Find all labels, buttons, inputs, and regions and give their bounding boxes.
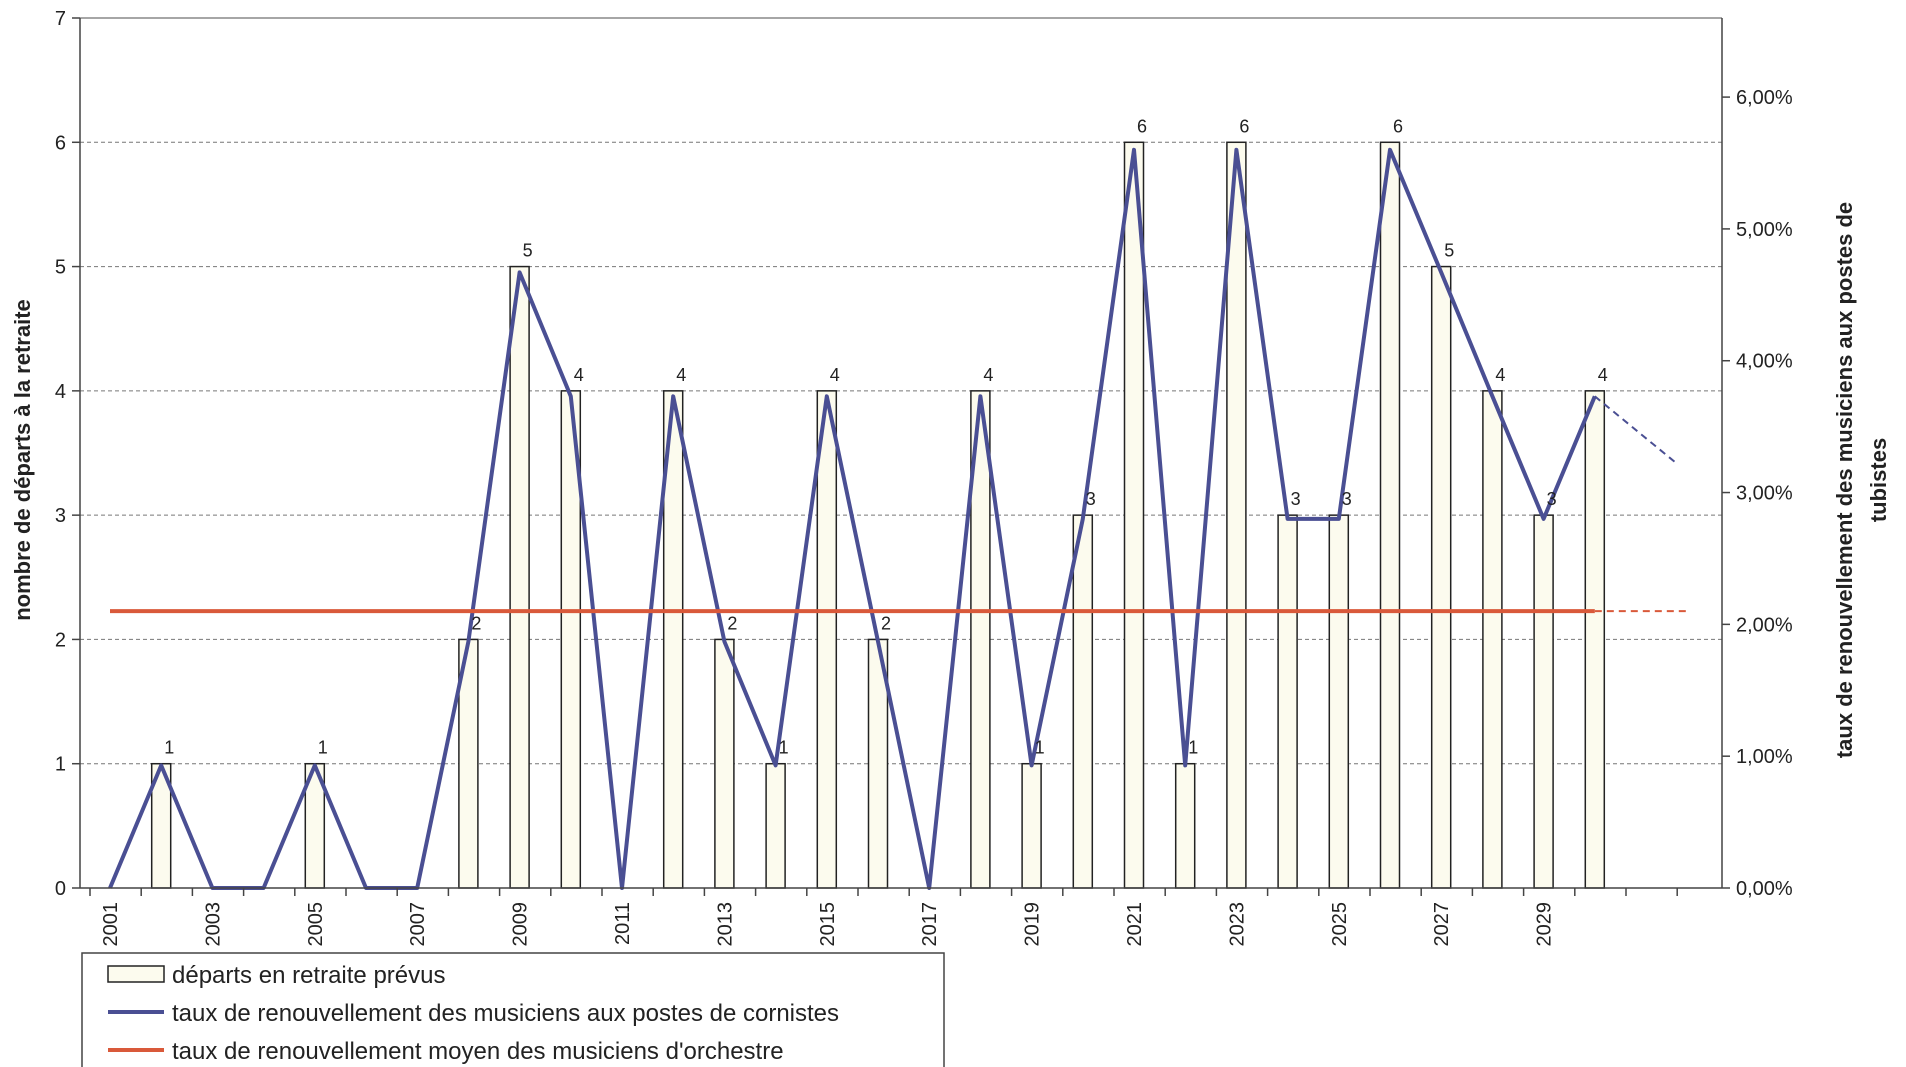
bar: [1379, 141, 1401, 889]
y-left-tick-label: 0: [55, 878, 66, 900]
data-label: 2: [881, 613, 891, 633]
data-label: 2: [727, 613, 737, 633]
y-right-tick-label: 1,00%: [1736, 746, 1793, 768]
bar: [1226, 141, 1247, 889]
y-right-tick-label: 2,00%: [1736, 614, 1793, 636]
data-label: 6: [1393, 116, 1403, 136]
y-right-tick-label: 5,00%: [1736, 219, 1793, 241]
data-label: 4: [676, 365, 686, 385]
x-tick-label: 2013: [714, 902, 736, 947]
bar: [1174, 762, 1196, 889]
y-axis-right-label-line2: tubistes: [1866, 438, 1891, 522]
data-label: 5: [1444, 241, 1454, 261]
data-label: 1: [164, 738, 174, 758]
bar: [1021, 762, 1042, 889]
x-tick-label: 2011: [612, 902, 634, 945]
bar: [1123, 141, 1145, 889]
x-tick-label: 2025: [1329, 902, 1351, 947]
data-label: 1: [1035, 738, 1045, 758]
x-tick-label: 2001: [100, 902, 122, 947]
y-right-tick-label: 0,00%: [1736, 878, 1793, 900]
gridlines: [80, 17, 1722, 765]
data-label: 1: [779, 738, 789, 758]
x-tick-label: 2003: [202, 902, 224, 947]
data-label: 6: [1239, 116, 1249, 136]
x-tick-label: 2021: [1124, 902, 1146, 947]
data-label: 3: [1291, 489, 1301, 509]
legend-label-bars: départs en retraite prévus: [172, 962, 445, 989]
bar: [765, 762, 786, 889]
data-label: 1: [1188, 738, 1198, 758]
bar: [1328, 514, 1350, 889]
y-left-tick-label: 5: [55, 257, 66, 279]
x-tick-label: 2019: [1022, 902, 1044, 947]
data-label: 4: [983, 365, 993, 385]
bar: [714, 638, 735, 889]
y-left-tick-label: 7: [55, 8, 66, 30]
y-left-tick-label: 3: [55, 505, 66, 527]
data-label: 3: [1547, 489, 1557, 509]
y-right-tick-label: 4,00%: [1736, 351, 1793, 373]
data-label: 3: [1342, 489, 1352, 509]
x-tick-label: 2007: [407, 902, 429, 947]
y-axis-right-label-line1: taux de renouvellement des musiciens aux…: [1832, 202, 1857, 758]
bar: [1072, 514, 1094, 889]
data-label: 3: [1086, 489, 1096, 509]
x-tick-label: 2009: [510, 902, 532, 947]
y-right-tick-label: 3,00%: [1736, 483, 1793, 505]
y-left-tick-label: 1: [55, 754, 66, 776]
data-label: 4: [1598, 365, 1608, 385]
x-tick-label: 2015: [817, 902, 839, 947]
line-cornistes: [108, 147, 1597, 890]
bar-series: [150, 141, 1606, 889]
x-tick-label: 2005: [305, 902, 327, 947]
data-label: 4: [574, 365, 584, 385]
x-tick-label: 2029: [1534, 902, 1556, 947]
bar: [1482, 390, 1503, 889]
bar: [1277, 514, 1298, 889]
data-label: 2: [471, 613, 481, 633]
legend-label-cornistes: taux de renouvellement des musiciens aux…: [172, 1000, 839, 1027]
legend-box: [81, 952, 945, 1067]
x-tick-label: 2027: [1431, 902, 1453, 947]
data-label: 4: [1495, 365, 1505, 385]
y-left-tick-label: 6: [55, 132, 66, 154]
line-series: [108, 147, 1687, 890]
y-axis-left-label: nombre de départs à la retraite: [10, 299, 35, 621]
y-right-tick-label: 6,00%: [1736, 87, 1793, 109]
bar: [1533, 514, 1554, 889]
data-label: 4: [830, 365, 840, 385]
bar: [1584, 390, 1606, 889]
data-label: 5: [523, 241, 533, 261]
trend-extension-cornistes: [1594, 395, 1678, 465]
bar: [816, 390, 838, 889]
legend: départs en retraite prévus taux de renou…: [81, 952, 945, 1067]
x-tick-label: 2017: [919, 902, 941, 947]
y-left-tick-label: 4: [55, 381, 66, 403]
x-tick-label: 2023: [1226, 902, 1248, 947]
y-left-tick-label: 2: [55, 629, 66, 651]
axes: 0 1 2 3 4 5 6 7 0,00% 1,00% 2,00% 3,00% 4,00% 5,00% 6,…: [55, 8, 1793, 947]
data-labels: 1 1 2 5 4 4 2 1 4 2 4 1 3 6 1 6 3 3 6 5 4 3 4: [164, 116, 1608, 757]
data-label: 1: [318, 738, 328, 758]
bar: [1430, 265, 1452, 889]
legend-label-moyen: taux de renouvellement moyen des musicie…: [172, 1038, 784, 1065]
data-label: 6: [1137, 116, 1147, 136]
bar: [509, 265, 530, 889]
legend-swatch-bars: [107, 965, 165, 983]
